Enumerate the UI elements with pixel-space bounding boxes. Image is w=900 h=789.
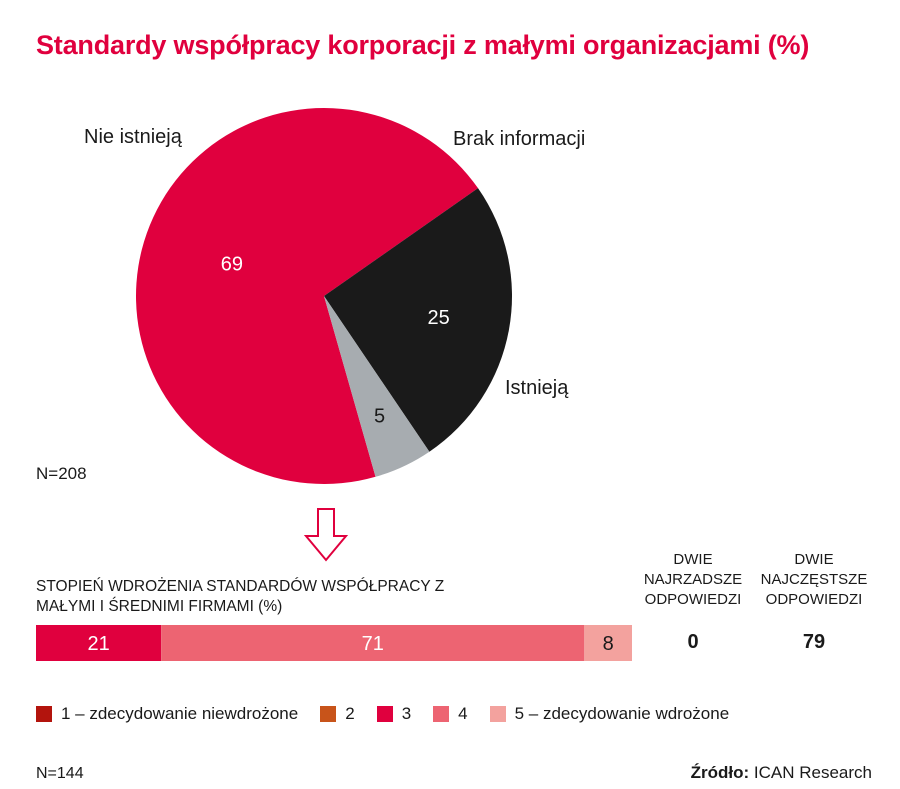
legend-label: 5 – zdecydowanie wdrożone (514, 704, 730, 723)
pie-slice (324, 188, 512, 452)
common-answers-value: 79 (802, 631, 826, 653)
legend-swatch (320, 706, 337, 722)
bar-section-title: STOPIEŃ WDROŻENIA STANDARDÓW WSPÓŁPRACY … (36, 578, 445, 615)
legend-item: 5 – zdecydowanie wdrożone (489, 704, 730, 724)
bar-segment (36, 625, 162, 661)
down-arrow-icon (303, 508, 349, 562)
source-label: Źródło: (690, 763, 750, 782)
source-value: ICAN Research (753, 763, 872, 782)
bar-sample-size: N=144 (36, 765, 84, 782)
pie-sample-size: N=208 (36, 464, 87, 483)
legend: 1 – zdecydowanie niewdrożone 2 3 4 5 – z… (36, 704, 751, 724)
pie-slice (324, 296, 430, 477)
legend-label: 4 (458, 704, 468, 723)
pie-value-label: 69 (221, 253, 243, 275)
bar-value-label: 71 (362, 633, 384, 655)
pie-label-brak-informacji: Brak informacji (453, 128, 586, 150)
legend-item: 3 (376, 704, 412, 724)
source-note: Źródło: ICAN Research (691, 763, 872, 783)
pie-value-label: 5 (374, 405, 385, 427)
bar-segment (161, 625, 585, 661)
rare-answers-heading: DWIE NAJRZADSZE ODPOWIEDZI (643, 551, 743, 608)
legend-swatch (489, 706, 506, 722)
pie-slice (136, 108, 479, 484)
legend-swatch (433, 706, 450, 722)
pie-label-nie-istnieja: Nie istnieją (84, 126, 182, 148)
legend-swatch (376, 706, 393, 722)
legend-label: 1 – zdecydowanie niewdrożone (61, 704, 299, 723)
bar-segment (584, 625, 632, 661)
pie-chart: 69 25 5 (136, 108, 512, 484)
bar-value-label: 8 (603, 633, 614, 655)
stacked-bar: 21 71 8 (36, 625, 632, 661)
bar-value-label: 21 (87, 633, 109, 655)
legend-swatch (36, 706, 52, 722)
chart-title: Standardy współpracy korporacji z małymi… (36, 30, 810, 60)
pie-value-label: 25 (428, 307, 450, 329)
legend-item: 2 (320, 704, 355, 724)
legend-label: 2 (345, 704, 355, 723)
legend-item: 1 – zdecydowanie niewdrożone (36, 704, 298, 724)
pie-label-istnieja: Istnieją (505, 377, 569, 399)
legend-item: 4 (433, 704, 468, 724)
legend-label: 3 (401, 704, 412, 723)
common-answers-heading: DWIE NAJCZĘSTSZE ODPOWIEDZI (760, 551, 868, 608)
rare-answers-value: 0 (687, 631, 699, 653)
